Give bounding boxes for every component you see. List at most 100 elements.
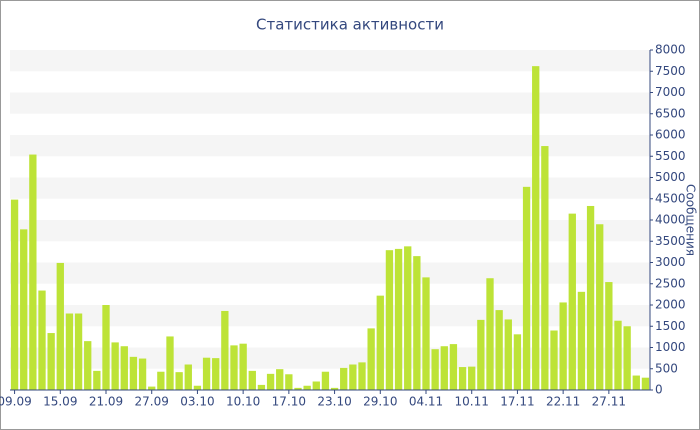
y-tick-label: 2000 xyxy=(655,298,686,312)
bar xyxy=(111,342,119,390)
bar xyxy=(394,248,403,390)
bar xyxy=(404,246,412,390)
y-tick-label: 500 xyxy=(655,361,678,375)
bar xyxy=(330,387,339,390)
x-tick-label: 03.10 xyxy=(180,395,214,409)
bar xyxy=(468,366,476,390)
bar xyxy=(312,381,320,390)
x-tick-label: 15.09 xyxy=(43,395,77,409)
bar xyxy=(47,333,55,390)
grid-band xyxy=(10,135,650,157)
bar xyxy=(577,291,586,390)
bar xyxy=(605,282,613,390)
bar xyxy=(504,319,512,390)
bar xyxy=(138,358,147,390)
bar xyxy=(266,373,275,390)
x-tick-label: 21.09 xyxy=(89,395,123,409)
bar xyxy=(38,290,46,390)
y-tick-label: 3000 xyxy=(655,255,686,269)
bar xyxy=(257,384,266,390)
bar xyxy=(632,375,640,390)
bar xyxy=(93,370,101,390)
bar xyxy=(586,205,595,390)
bar xyxy=(340,367,348,390)
bar xyxy=(513,334,522,390)
bar xyxy=(212,358,220,390)
bar xyxy=(175,372,183,390)
bar xyxy=(486,278,494,390)
bar xyxy=(522,186,531,390)
y-tick-label: 6500 xyxy=(655,106,686,120)
y-tick-label: 2500 xyxy=(655,276,686,290)
bar xyxy=(294,387,302,390)
bar xyxy=(166,336,174,390)
bar xyxy=(202,357,211,390)
bar xyxy=(29,154,37,390)
bar xyxy=(84,341,92,390)
y-tick-label: 1500 xyxy=(655,319,686,333)
bar xyxy=(10,199,19,390)
x-tick-label: 17.10 xyxy=(272,395,306,409)
bar xyxy=(285,374,293,390)
y-tick-label: 0 xyxy=(655,383,663,397)
bar xyxy=(641,377,650,390)
bar xyxy=(623,326,631,390)
bar xyxy=(248,370,256,390)
x-tick-label: 27.11 xyxy=(592,395,626,409)
bar xyxy=(440,346,448,390)
bar xyxy=(239,343,247,390)
bar xyxy=(102,305,110,390)
grid-band xyxy=(10,177,650,199)
x-tick-label: 10.10 xyxy=(226,395,260,409)
grid-band xyxy=(10,50,650,72)
bar xyxy=(157,371,165,390)
bar xyxy=(65,313,74,390)
bar xyxy=(614,320,622,390)
bar xyxy=(422,277,430,390)
y-tick-label: 8000 xyxy=(655,43,686,57)
bar xyxy=(358,362,366,390)
bar xyxy=(184,364,192,390)
bar xyxy=(56,262,64,390)
bar xyxy=(221,310,229,390)
x-tick-label: 22.11 xyxy=(546,395,580,409)
y-tick-label: 5500 xyxy=(655,149,686,163)
bar xyxy=(349,364,357,390)
y-tick-label: 3500 xyxy=(655,234,686,248)
chart-title: Статистика активности xyxy=(256,16,444,34)
bar xyxy=(568,213,576,390)
x-tick-label: 27.09 xyxy=(135,395,169,409)
bar xyxy=(559,302,567,390)
y-tick-label: 4500 xyxy=(655,191,686,205)
grid-band xyxy=(10,220,650,242)
bar xyxy=(74,313,83,390)
grid-band xyxy=(10,262,650,284)
bar xyxy=(596,224,604,390)
bar xyxy=(321,371,330,390)
bar xyxy=(367,328,375,390)
bar xyxy=(376,295,384,390)
bar xyxy=(385,250,394,390)
bar xyxy=(431,349,439,390)
bar xyxy=(532,66,540,391)
bar xyxy=(458,367,467,390)
bar xyxy=(541,146,549,390)
x-tick-label: 17.11 xyxy=(500,395,534,409)
bar xyxy=(230,345,238,390)
bar xyxy=(477,319,485,390)
y-tick-label: 5000 xyxy=(655,170,686,184)
bar xyxy=(449,344,458,390)
y-tick-label: 7500 xyxy=(655,64,686,78)
bar xyxy=(413,256,421,390)
y-tick-label: 4000 xyxy=(655,213,686,227)
bar xyxy=(120,346,128,390)
y-tick-label: 1000 xyxy=(655,340,686,354)
y-tick-label: 7000 xyxy=(655,85,686,99)
x-tick-label: 09.09 xyxy=(0,395,32,409)
y-axis-label: Сообщения xyxy=(684,184,698,256)
bar xyxy=(20,229,28,390)
bar xyxy=(129,356,138,390)
x-tick-label: 04.11 xyxy=(409,395,443,409)
grid-band xyxy=(10,92,650,114)
